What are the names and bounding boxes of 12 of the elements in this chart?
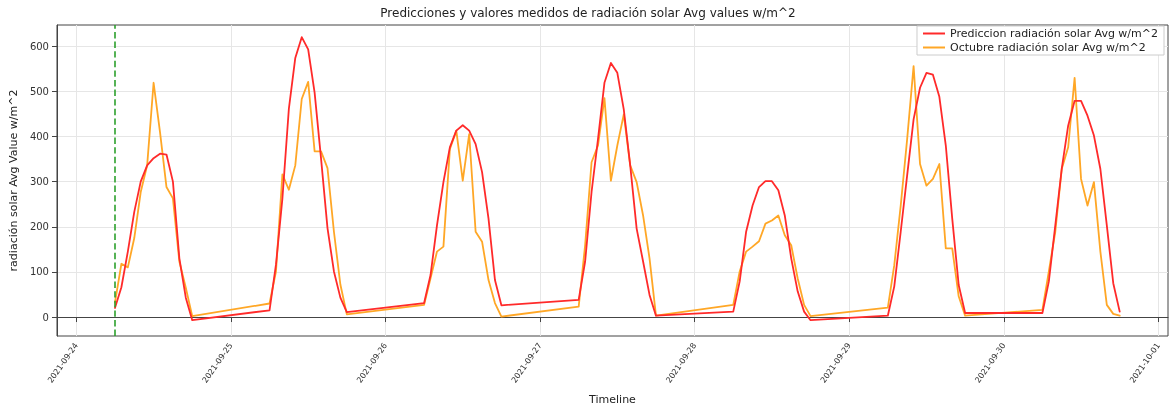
y-tick-label: 100 [29, 266, 49, 278]
y-tick-label: 600 [29, 40, 49, 52]
y-tick-label: 200 [29, 221, 49, 233]
y-tick-label: 300 [29, 176, 49, 188]
y-axis-title: radiación solar Avg Value w/m^2 [7, 89, 20, 272]
x-axis-title: Timeline [588, 393, 637, 406]
legend-label: Prediccion radiación solar Avg w/m^2 [950, 27, 1159, 40]
chart-title: Predicciones y valores medidos de radiación solar Avg values w/m^2 [380, 6, 796, 20]
y-tick-label: 0 [42, 311, 49, 323]
y-tick-label: 400 [29, 130, 49, 142]
y-tick-label: 500 [29, 85, 49, 97]
legend-label: Octubre radiación solar Avg w/m^2 [950, 41, 1146, 54]
